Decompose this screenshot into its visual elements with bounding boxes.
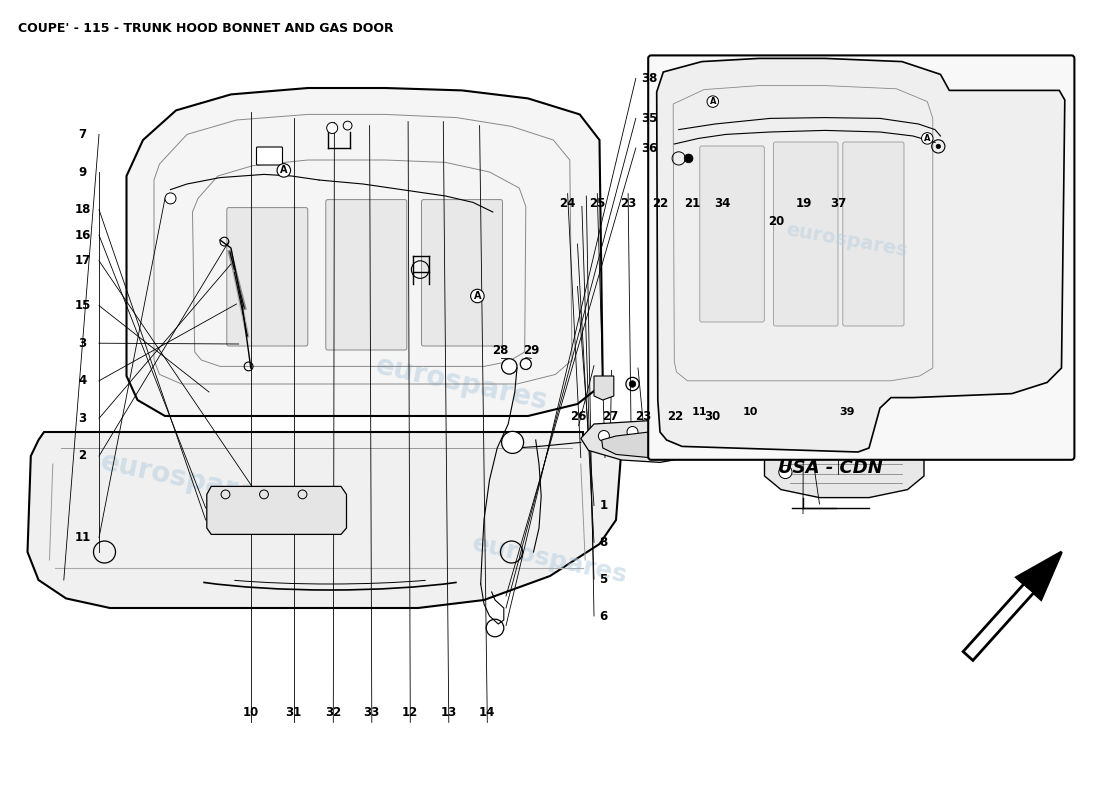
Text: A: A (280, 166, 287, 175)
Text: 33: 33 (364, 706, 380, 719)
Circle shape (502, 431, 524, 454)
FancyBboxPatch shape (843, 142, 904, 326)
Circle shape (779, 466, 792, 478)
Circle shape (598, 430, 609, 442)
Polygon shape (581, 420, 698, 462)
Polygon shape (698, 352, 924, 438)
Text: 6: 6 (600, 610, 607, 622)
Text: 13: 13 (441, 706, 456, 719)
Text: 17: 17 (75, 254, 90, 267)
Text: 27: 27 (603, 410, 618, 422)
Polygon shape (28, 432, 621, 608)
Text: 32: 32 (326, 706, 341, 719)
Text: 10: 10 (243, 706, 258, 719)
Text: 31: 31 (286, 706, 301, 719)
Circle shape (627, 426, 638, 438)
Text: 2: 2 (78, 450, 87, 462)
FancyBboxPatch shape (700, 146, 764, 322)
Text: 39: 39 (839, 407, 855, 417)
Text: 16: 16 (75, 229, 90, 242)
Text: eurospares: eurospares (470, 532, 630, 588)
Text: eurospares: eurospares (373, 352, 551, 416)
Text: 34: 34 (715, 197, 730, 210)
Text: 7: 7 (78, 128, 87, 141)
Text: 14: 14 (480, 706, 495, 719)
Text: 18: 18 (75, 203, 90, 216)
Circle shape (327, 122, 338, 134)
Text: 23: 23 (636, 410, 651, 422)
Polygon shape (764, 438, 924, 498)
Circle shape (629, 381, 636, 387)
Text: 9: 9 (78, 166, 87, 178)
Text: 1: 1 (600, 499, 607, 512)
Text: 36: 36 (641, 142, 658, 154)
Text: 10: 10 (742, 407, 758, 417)
Text: 25: 25 (590, 197, 605, 210)
Text: 23: 23 (620, 197, 636, 210)
Circle shape (684, 154, 693, 162)
Text: eurospares: eurospares (98, 448, 276, 512)
Text: 3: 3 (78, 337, 87, 350)
Circle shape (936, 144, 940, 149)
Text: A: A (474, 291, 481, 301)
Text: 22: 22 (652, 197, 668, 210)
FancyBboxPatch shape (326, 200, 407, 350)
Text: A: A (924, 134, 931, 143)
Circle shape (656, 429, 667, 440)
Text: 38: 38 (641, 72, 658, 85)
Text: 21: 21 (684, 197, 700, 210)
FancyBboxPatch shape (648, 55, 1075, 460)
Text: 22: 22 (668, 410, 683, 422)
Text: 37: 37 (830, 197, 846, 210)
Text: 15: 15 (75, 299, 90, 312)
Text: 28: 28 (493, 344, 508, 357)
Text: 29: 29 (524, 344, 539, 357)
Text: COUPE' - 115 - TRUNK HOOD BONNET AND GAS DOOR: COUPE' - 115 - TRUNK HOOD BONNET AND GAS… (18, 22, 394, 35)
Text: 24: 24 (560, 197, 575, 210)
Polygon shape (602, 432, 666, 458)
Text: 11: 11 (75, 531, 90, 544)
FancyBboxPatch shape (227, 208, 308, 346)
Polygon shape (964, 552, 1062, 661)
Polygon shape (594, 376, 614, 400)
Polygon shape (126, 88, 603, 416)
Text: 12: 12 (403, 706, 418, 719)
Text: 8: 8 (600, 536, 607, 549)
Text: eurospares: eurospares (784, 220, 910, 260)
Text: 30: 30 (705, 410, 720, 422)
Polygon shape (207, 486, 346, 534)
Polygon shape (654, 374, 688, 404)
Text: 35: 35 (641, 112, 658, 125)
Text: 19: 19 (796, 197, 812, 210)
Circle shape (165, 193, 176, 204)
FancyBboxPatch shape (256, 147, 283, 165)
Text: 5: 5 (600, 573, 607, 586)
Text: 4: 4 (78, 374, 87, 387)
Circle shape (520, 358, 531, 370)
Text: 11: 11 (692, 407, 707, 417)
FancyBboxPatch shape (773, 142, 838, 326)
Circle shape (502, 358, 517, 374)
Text: 3: 3 (78, 412, 87, 425)
Text: A: A (710, 97, 716, 106)
Polygon shape (657, 58, 1065, 452)
Text: 20: 20 (769, 215, 784, 228)
FancyBboxPatch shape (421, 200, 503, 346)
Text: USA - CDN: USA - CDN (778, 459, 883, 477)
Polygon shape (1016, 552, 1062, 599)
Text: 26: 26 (571, 410, 586, 422)
